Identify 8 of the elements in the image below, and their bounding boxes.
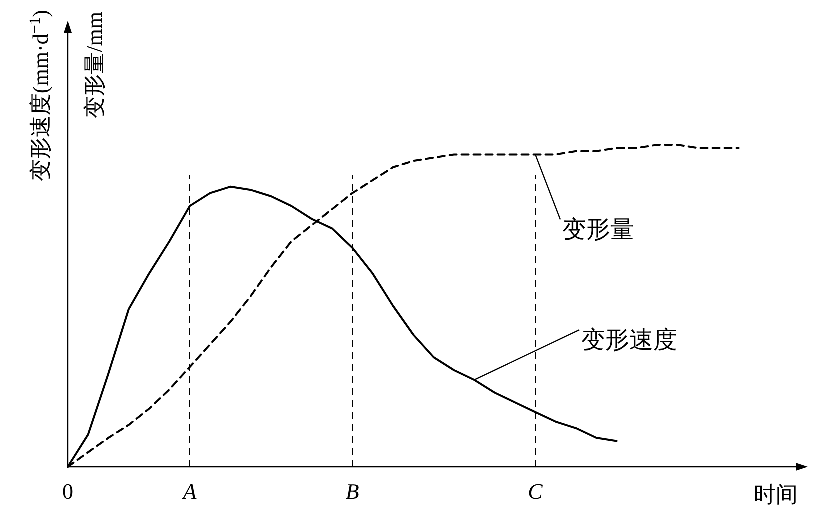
x-tick-label: B xyxy=(346,479,360,504)
x-tick-label: 0 xyxy=(62,479,74,504)
x-tick-label: A xyxy=(181,479,198,504)
annotation: 变形量 xyxy=(562,216,635,244)
y2-axis-title: 变形量/mm xyxy=(82,12,107,118)
x-tick-label: C xyxy=(528,479,544,504)
annotation: 变形速度 xyxy=(582,327,678,354)
x-axis-title: 时间 xyxy=(754,482,798,507)
